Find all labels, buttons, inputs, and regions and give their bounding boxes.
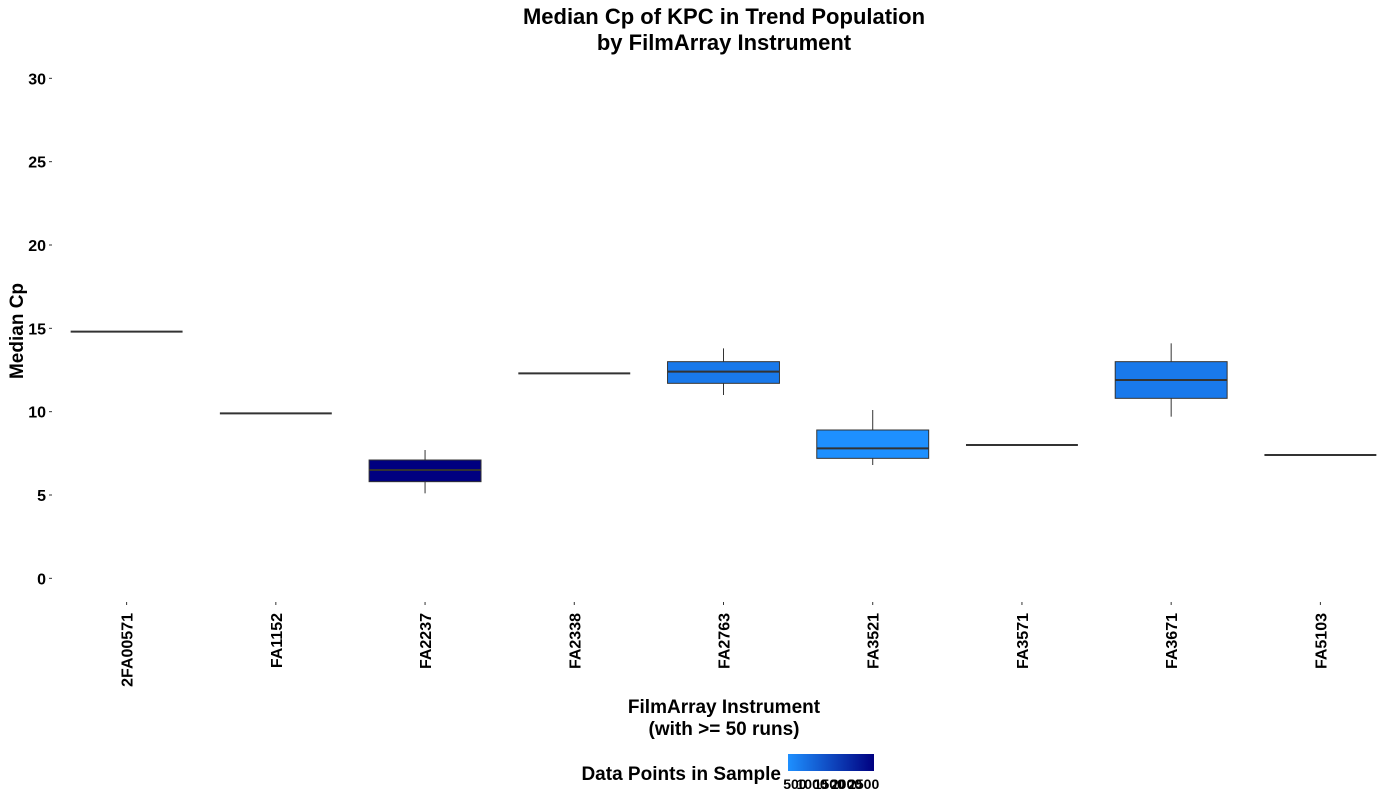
box-fa2763 <box>667 348 780 395</box>
y-axis-title: Median Cp <box>7 283 28 379</box>
legend-tick-label: 2500 <box>848 776 879 792</box>
iqr-box <box>816 429 930 459</box>
legend-colorbar <box>788 754 874 771</box>
x-tick-label: FA2763 <box>717 613 734 669</box>
y-axis: 0 5 10 15 20 25 30 <box>28 71 52 588</box>
legend-tick-label: 1000 <box>797 776 828 792</box>
legend-title: Data Points in Sample <box>581 764 781 785</box>
box-fa3671 <box>1114 343 1228 417</box>
legend-tick-label: 1500 <box>814 776 845 792</box>
x-tick-label: 2FA00571 <box>120 613 137 687</box>
y-tick-label: 5 <box>37 488 46 505</box>
legend: Data Points in Sample 500100015002000250… <box>581 754 879 792</box>
x-tick-label: FA2338 <box>567 613 584 669</box>
x-tick-label: FA1152 <box>269 613 286 668</box>
y-tick-label: 20 <box>28 238 46 255</box>
y-tick-label: 10 <box>28 405 46 422</box>
y-tick-label: 0 <box>37 571 46 588</box>
x-tick-label: FA3671 <box>1164 613 1181 669</box>
y-tick-label: 15 <box>28 321 46 338</box>
legend-tick-label: 2000 <box>831 776 862 792</box>
legend-tick-label: 500 <box>783 776 807 792</box>
x-axis-title: FilmArray Instrument (with >= 50 runs) <box>628 697 821 740</box>
box-fa2237 <box>368 450 482 494</box>
x-tick-label: FA5103 <box>1313 613 1330 669</box>
x-tick-label: FA2237 <box>418 613 435 669</box>
chart-title: Median Cp of KPC in Trend Population by … <box>523 4 925 55</box>
plot-area <box>70 330 1377 494</box>
x-axis: 2FA00571 FA1152 FA2237 FA2338 FA2763 FA3521 FA… <box>120 602 1330 687</box>
chart-title-line-1: Median Cp of KPC in Trend Population <box>523 4 925 29</box>
y-tick-label: 30 <box>28 71 46 88</box>
x-axis-title-line-1: FilmArray Instrument <box>628 697 821 718</box>
box-fa3521 <box>816 410 930 465</box>
chart-title-line-2: by FilmArray Instrument <box>597 30 852 55</box>
y-tick-label: 25 <box>28 155 46 172</box>
x-axis-title-line-2: (with >= 50 runs) <box>649 719 800 740</box>
x-tick-label: FA3521 <box>866 613 883 669</box>
x-tick-label: FA3571 <box>1015 613 1032 669</box>
